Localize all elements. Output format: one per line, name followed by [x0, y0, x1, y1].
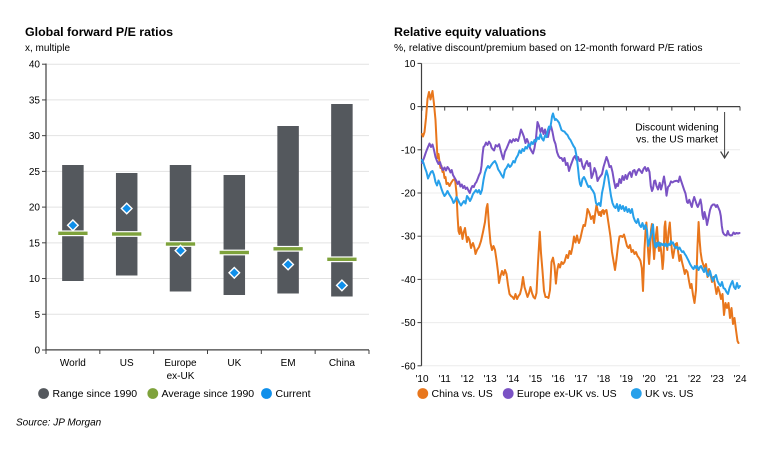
svg-text:Global forward P/E ratios: Global forward P/E ratios	[25, 25, 173, 39]
svg-text:EM: EM	[281, 358, 296, 369]
svg-text:'20: '20	[643, 374, 656, 385]
svg-text:30: 30	[29, 131, 41, 142]
svg-text:40: 40	[29, 60, 41, 71]
svg-text:'13: '13	[484, 374, 497, 385]
svg-text:-50: -50	[401, 318, 416, 329]
svg-text:'16: '16	[552, 374, 565, 385]
svg-text:%, relative discount/premium b: %, relative discount/premium based on 12…	[394, 43, 702, 54]
svg-text:-20: -20	[401, 189, 416, 200]
svg-text:Europe ex-UK vs. US: Europe ex-UK vs. US	[517, 388, 617, 400]
svg-text:'18: '18	[597, 374, 610, 385]
svg-text:15: 15	[29, 238, 41, 249]
svg-text:10: 10	[29, 274, 41, 285]
svg-text:'22: '22	[688, 374, 701, 385]
svg-text:US: US	[120, 358, 134, 369]
svg-text:UK vs. US: UK vs. US	[645, 388, 693, 400]
svg-text:vs. the US market: vs. the US market	[636, 135, 718, 146]
svg-text:'23: '23	[711, 374, 724, 385]
svg-text:Relative equity valuations: Relative equity valuations	[394, 25, 546, 39]
svg-text:Europe: Europe	[164, 358, 197, 369]
svg-text:'21: '21	[665, 374, 678, 385]
svg-text:World: World	[60, 358, 86, 369]
svg-text:-40: -40	[401, 275, 416, 286]
svg-text:China vs. US: China vs. US	[432, 388, 493, 400]
svg-text:'15: '15	[529, 374, 542, 385]
svg-text:'10: '10	[415, 374, 428, 385]
svg-text:'11: '11	[439, 374, 452, 385]
svg-text:-30: -30	[401, 232, 416, 243]
svg-text:x, multiple: x, multiple	[25, 43, 70, 54]
svg-text:Average since 1990: Average since 1990	[162, 388, 255, 400]
svg-text:35: 35	[29, 95, 41, 106]
svg-text:Current: Current	[276, 388, 311, 400]
svg-text:ex-UK: ex-UK	[167, 371, 195, 382]
svg-text:'17: '17	[574, 374, 587, 385]
svg-text:Source: JP Morgan: Source: JP Morgan	[16, 418, 102, 429]
svg-text:Range since 1990: Range since 1990	[53, 388, 138, 400]
svg-text:'19: '19	[620, 374, 633, 385]
svg-text:Discount widening: Discount widening	[635, 123, 719, 134]
svg-text:China: China	[329, 358, 356, 369]
svg-text:-60: -60	[401, 361, 416, 372]
svg-text:20: 20	[29, 203, 41, 214]
svg-text:10: 10	[404, 59, 416, 70]
svg-text:UK: UK	[227, 358, 241, 369]
svg-text:-10: -10	[401, 145, 416, 156]
svg-text:25: 25	[29, 167, 41, 178]
svg-text:5: 5	[34, 310, 40, 321]
svg-text:0: 0	[410, 102, 416, 113]
svg-text:'24: '24	[733, 374, 746, 385]
svg-text:0: 0	[34, 346, 40, 357]
svg-text:'12: '12	[461, 374, 474, 385]
svg-text:'14: '14	[506, 374, 519, 385]
